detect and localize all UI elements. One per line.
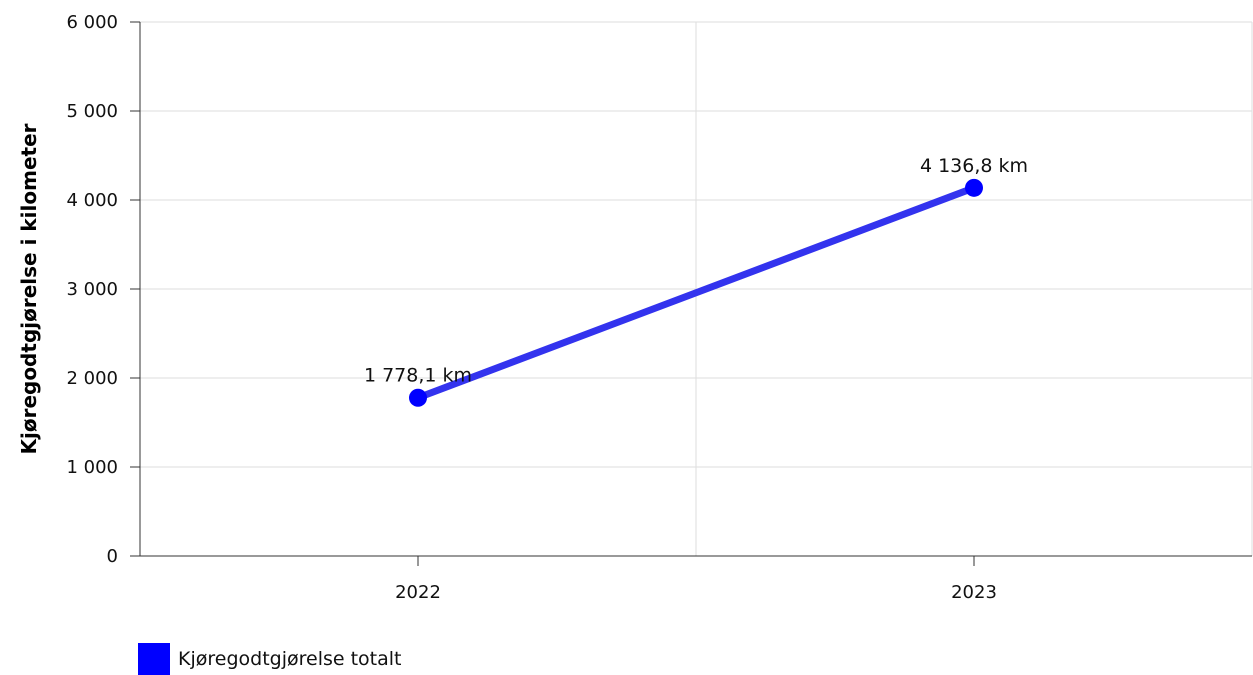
y-tick-label: 4 000: [66, 190, 118, 211]
series-line: [414, 184, 978, 402]
y-tick-label: 6 000: [66, 12, 118, 33]
x-tick-label: 2022: [395, 582, 441, 603]
y-tick-label: 0: [107, 546, 118, 567]
y-tick-label: 3 000: [66, 279, 118, 300]
y-axis-title: Kjøregodtgjørelse i kilometer: [17, 123, 41, 454]
data-label: 4 136,8 km: [920, 155, 1028, 177]
y-tick-label: 2 000: [66, 368, 118, 389]
legend-label: Kjøregodtgjørelse totalt: [178, 648, 402, 670]
y-tick-label: 1 000: [66, 457, 118, 478]
data-point[interactable]: [965, 178, 983, 197]
legend-swatch: [138, 643, 170, 675]
y-axis-ticks: 0 1 000 2 000 3 000 4 000 5 000 6 000: [66, 12, 140, 567]
x-tick-label: 2023: [951, 582, 997, 603]
series: [409, 178, 983, 407]
data-labels: 1 778,1 km 4 136,8 km: [364, 155, 1028, 387]
x-axis-ticks: 2022 2023: [395, 556, 997, 603]
legend: Kjøregodtgjørelse totalt: [138, 643, 402, 675]
data-point[interactable]: [409, 388, 427, 407]
y-tick-label: 5 000: [66, 101, 118, 122]
data-label: 1 778,1 km: [364, 365, 472, 387]
grid: [140, 21, 1253, 556]
